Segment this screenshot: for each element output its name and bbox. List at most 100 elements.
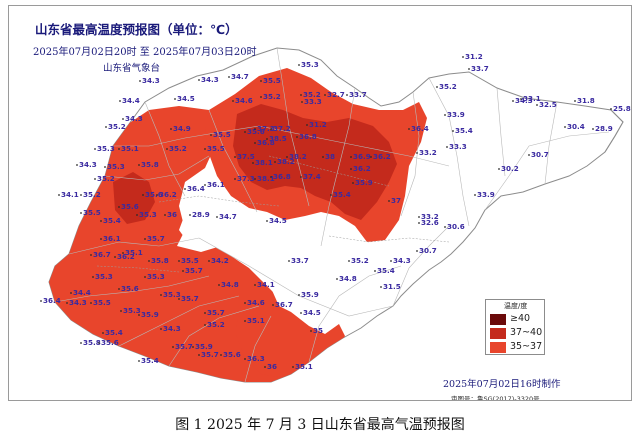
station-dot — [170, 128, 172, 130]
station-dot — [172, 346, 174, 348]
station-dot — [144, 276, 146, 278]
station-dot — [58, 194, 60, 196]
legend-label-ge40: ≥40 — [510, 313, 531, 324]
temperature-value: 35.9 — [141, 310, 159, 319]
station-dot — [270, 128, 272, 130]
temperature-value: 35.2 — [263, 92, 281, 101]
station-dot — [350, 156, 352, 158]
temperature-value: 36.2 — [117, 252, 135, 261]
temperature-value: 35.2 — [303, 90, 321, 99]
temperature-value: 35.4 — [141, 356, 159, 365]
station-dot — [274, 161, 276, 163]
station-dot — [178, 298, 180, 300]
temperature-value: 35 — [313, 326, 323, 335]
station-dot — [301, 101, 303, 103]
temperature-value: 35.9 — [355, 178, 373, 187]
station-dot — [468, 68, 470, 70]
temperature-value: 30.2 — [501, 164, 519, 173]
station-dot — [192, 346, 194, 348]
temperature-value: 33.7 — [291, 256, 309, 265]
legend-swatch-ge40 — [490, 314, 506, 325]
station-dot — [118, 288, 120, 290]
station-dot — [102, 332, 104, 334]
temperature-value: 36.1 — [207, 180, 225, 189]
temperature-value: 35.4 — [105, 328, 123, 337]
temperature-value: 34.9 — [173, 124, 191, 133]
temperature-value: 35.1 — [295, 362, 313, 371]
station-dot — [156, 194, 158, 196]
station-dot — [189, 214, 191, 216]
station-dot — [252, 162, 254, 164]
station-dot — [254, 178, 256, 180]
station-dot — [390, 260, 392, 262]
station-dot — [136, 214, 138, 216]
temperature-value: 36.2 — [373, 152, 391, 161]
station-dot — [370, 156, 372, 158]
temperature-value: 36.3 — [247, 354, 265, 363]
temperature-value: 35.6 — [145, 190, 163, 199]
station-dot — [138, 314, 140, 316]
station-dot — [254, 142, 256, 144]
temperature-value: 35.6 — [101, 338, 119, 347]
station-dot — [306, 124, 308, 126]
temperature-value: 36.8 — [257, 138, 275, 147]
temperature-value: 35.3 — [97, 144, 115, 153]
temperature-value: 35.6 — [223, 350, 241, 359]
temperature-value: 35.7 — [175, 342, 193, 351]
temperature-value: 34.1 — [257, 280, 275, 289]
temperature-value: 35.4 — [455, 126, 473, 135]
temperature-value: 30.4 — [567, 122, 585, 131]
temperature-value: 36 — [267, 362, 277, 371]
station-dot — [76, 164, 78, 166]
temperature-value: 35.7 — [185, 266, 203, 275]
station-dot — [138, 164, 140, 166]
temperature-value: 25.8 — [613, 104, 631, 113]
figure-caption: 图 1 2025 年 7 月 3 日山东省最高气温预报图 — [175, 417, 465, 433]
temperature-value: 36.4 — [411, 124, 429, 133]
station-dot — [216, 216, 218, 218]
station-dot — [330, 194, 332, 196]
temperature-value: 35.3 — [301, 60, 319, 69]
temperature-value: 33.3 — [304, 97, 322, 106]
temperature-value: 33.9 — [447, 110, 465, 119]
station-dot — [286, 156, 288, 158]
temperature-value: 36.9 — [353, 152, 371, 161]
temperature-value: 38.2 — [277, 157, 295, 166]
temperature-value: 34.2 — [211, 256, 229, 265]
station-dot — [139, 80, 141, 82]
temperature-value: 36 — [167, 210, 177, 219]
station-dot — [418, 222, 420, 224]
station-dot — [105, 126, 107, 128]
temperature-value: 31.5 — [383, 282, 401, 291]
temperature-value: 34.3 — [125, 114, 143, 123]
zone-below-35-center — [199, 212, 335, 312]
legend-title: 温度/度 — [504, 302, 528, 310]
station-dot — [520, 98, 522, 100]
temperature-value: 34.5 — [177, 94, 195, 103]
temperature-value: 35.8 — [83, 338, 101, 347]
station-dot — [348, 260, 350, 262]
station-dot — [374, 270, 376, 272]
station-dot — [80, 212, 82, 214]
temperature-value: 35.5 — [83, 208, 101, 217]
station-dot — [122, 252, 124, 254]
temperature-value: 30.6 — [447, 222, 465, 231]
station-dot — [204, 184, 206, 186]
station-dot — [324, 94, 326, 96]
station-dot — [564, 126, 566, 128]
station-dot — [184, 188, 186, 190]
temperature-value: 35.4 — [333, 190, 351, 199]
station-dot — [204, 312, 206, 314]
temperature-value: 33.2 — [419, 148, 437, 157]
temperature-value: 35.2 — [169, 144, 187, 153]
station-dot — [166, 148, 168, 150]
station-dot — [144, 238, 146, 240]
temperature-value: 38.1 — [255, 158, 273, 167]
station-dot — [260, 80, 262, 82]
station-dot — [300, 94, 302, 96]
temperature-value: 35.6 — [247, 127, 265, 136]
temperature-value: 28.9 — [595, 124, 613, 133]
legend-swatch-35-37 — [490, 342, 506, 353]
temperature-value: 37.3 — [257, 124, 275, 133]
station-dot — [298, 294, 300, 296]
